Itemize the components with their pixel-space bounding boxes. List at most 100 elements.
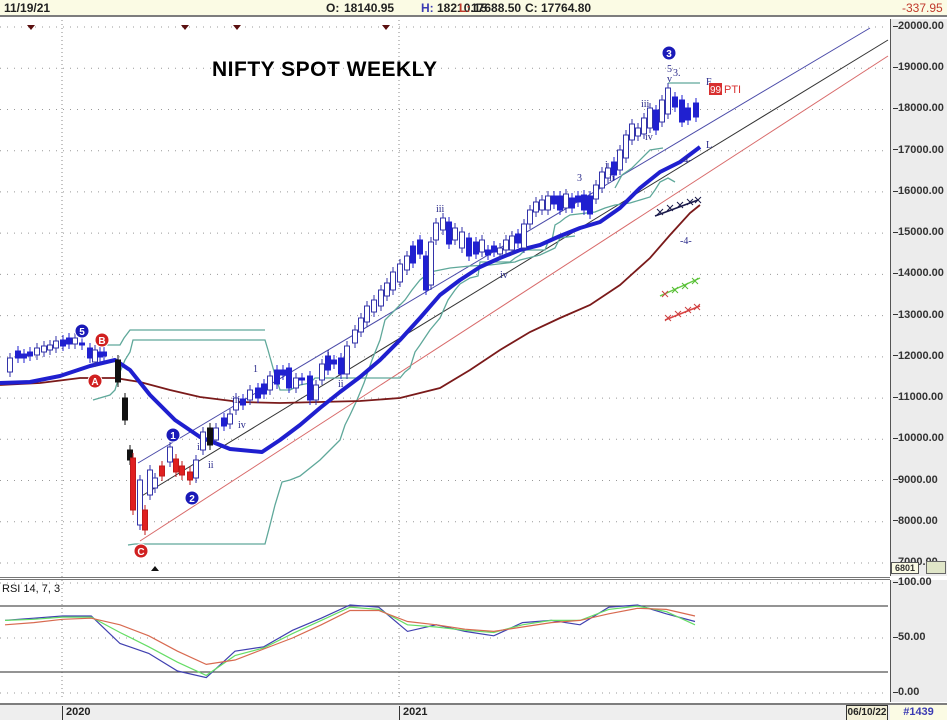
candle: [274, 369, 280, 385]
time-axis-bar[interactable]: 2020 2021 06/10/22 #1439: [0, 703, 947, 720]
projection-tick-icon: [694, 196, 702, 204]
pti-badge: [709, 83, 722, 95]
envelope-lower-line: [127, 235, 576, 546]
candle: [79, 342, 85, 346]
candle: [286, 367, 292, 389]
candle: [685, 107, 691, 121]
wave-label: i: [197, 442, 200, 453]
wave-label: 3: [577, 173, 582, 184]
wave-badge-2-text: 2: [189, 494, 195, 505]
candle: [213, 427, 219, 441]
rsi-tick-label: 0.00: [893, 686, 919, 698]
price-tick-label: 8000.00: [893, 515, 938, 527]
low-label: L:: [459, 1, 471, 15]
candle: [641, 117, 647, 135]
candle: [130, 457, 136, 511]
candle: [503, 239, 509, 251]
candle: [473, 241, 479, 255]
wave-label: v: [667, 74, 672, 85]
wave-badge-3: [661, 45, 677, 61]
wave-badge-5-text: 5: [79, 327, 85, 338]
candle: [466, 237, 472, 257]
candle: [551, 195, 557, 205]
candle: [446, 221, 452, 245]
wave-label: ii: [338, 379, 344, 390]
candle: [319, 363, 325, 381]
year-label-2020: 2020: [62, 706, 90, 720]
rsi-axis[interactable]: 100.00 50.00 0.00: [890, 576, 947, 702]
close-label: C:: [525, 1, 538, 15]
candle: [41, 345, 47, 353]
candle: [647, 107, 653, 129]
candle: [193, 459, 199, 479]
candle: [557, 195, 563, 211]
envelope-line: [100, 329, 265, 346]
candle: [433, 222, 439, 241]
rsi-panel[interactable]: RSI 14, 7, 3: [0, 577, 890, 702]
candle: [187, 471, 193, 481]
candle: [635, 127, 641, 137]
price-tick-label: 13000.00: [893, 309, 944, 321]
candle: [115, 359, 121, 383]
candle: [179, 465, 185, 476]
candle: [152, 477, 158, 489]
candle: [147, 469, 153, 496]
wave-label: iv: [500, 270, 508, 281]
projection-tick-icon: [676, 201, 684, 209]
candle: [207, 427, 213, 446]
wave-label: -4-: [680, 236, 692, 247]
open-label: O:: [326, 1, 340, 15]
candle: [313, 384, 319, 401]
candle: [47, 344, 53, 351]
candle: [672, 96, 678, 108]
candle: [440, 217, 446, 231]
candle: [34, 347, 40, 356]
chart-settings-icon[interactable]: [926, 561, 946, 574]
candle: [533, 201, 539, 213]
wave-badge-c: [133, 543, 149, 559]
wave-badge-b: [94, 332, 110, 348]
candle: [200, 431, 206, 451]
rsi-tick-label: 50.00: [893, 631, 926, 643]
projection-red-line: [664, 305, 701, 321]
channel-mid-line: [139, 39, 889, 498]
pivot-marker-icon: [181, 25, 189, 30]
candle: [605, 167, 611, 179]
wave-label: ii: [609, 173, 615, 184]
wave-label: L: [706, 140, 712, 151]
wave-badge-1-text: 1: [170, 431, 176, 442]
projection-tick-icon: [656, 208, 664, 216]
candle: [485, 249, 491, 256]
envelope-upper-line: [92, 177, 676, 401]
candle: [428, 241, 434, 286]
candle: [280, 369, 286, 376]
candle: [15, 350, 21, 359]
candle: [497, 247, 503, 255]
candle: [611, 161, 617, 176]
wave-label: i: [605, 160, 608, 171]
price-tick-label: 14000.00: [893, 267, 944, 279]
candle: [240, 398, 246, 406]
rsi-line-2: [4, 607, 696, 666]
candle: [364, 305, 370, 323]
candle: [53, 340, 59, 349]
candle: [479, 239, 485, 253]
candle: [307, 375, 313, 401]
candle: [384, 282, 390, 297]
candle: [410, 245, 416, 264]
wave-badge-c-text: C: [137, 547, 144, 558]
candle: [261, 383, 267, 395]
open-value: 18140.95: [344, 1, 395, 15]
wave-label: iii: [641, 99, 650, 110]
last-value-box: 6801: [891, 562, 919, 574]
high-label: H:: [421, 1, 434, 15]
candle: [122, 397, 128, 421]
bar-count: #1439: [890, 705, 947, 720]
wave-label: 1: [253, 364, 258, 375]
wave-label: ii: [208, 460, 214, 471]
candle: [378, 289, 384, 307]
candle: [137, 479, 143, 526]
wave-label: iii: [436, 204, 445, 215]
price-axis[interactable]: 20000.00 19000.00 18000.00 17000.00 16000.00…: [890, 19, 947, 576]
